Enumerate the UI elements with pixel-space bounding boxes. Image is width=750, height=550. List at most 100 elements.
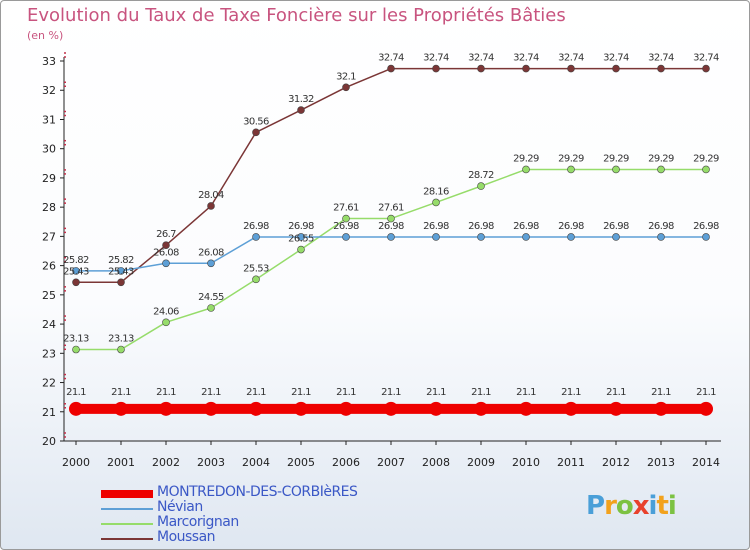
- data-label-0: 21.1: [111, 387, 131, 398]
- series-point-2: [342, 214, 350, 223]
- series-point-0: [339, 401, 353, 416]
- series-point-1: [252, 233, 260, 241]
- y-tick-label: 21: [42, 406, 56, 419]
- data-label-1: 26.98: [333, 221, 359, 232]
- data-label-0: 21.1: [156, 387, 176, 398]
- data-label-1: 26.98: [603, 221, 629, 232]
- data-label-0: 21.1: [426, 387, 446, 398]
- data-label-2: 28.16: [423, 186, 449, 197]
- series-point-2: [432, 198, 440, 207]
- data-label-3: 32.74: [648, 53, 674, 64]
- data-label-3: 32.74: [513, 53, 539, 64]
- data-label-3: 25.43: [63, 266, 89, 277]
- series-point-0: [69, 401, 83, 416]
- series-point-0: [384, 401, 398, 416]
- data-label-3: 25.43: [108, 266, 134, 277]
- series-point-2: [612, 165, 620, 174]
- series-point-0: [474, 401, 488, 416]
- data-label-3: 32.74: [693, 53, 719, 64]
- series-point-2: [567, 165, 575, 174]
- data-label-2: 24.06: [153, 306, 179, 317]
- x-tick-label: 2007: [377, 456, 405, 469]
- series-point-2: [702, 165, 710, 174]
- data-label-2: 24.55: [198, 292, 224, 303]
- y-tick-label: 23: [42, 347, 56, 360]
- logo-letter: o: [615, 491, 634, 521]
- series-point-0: [294, 401, 308, 416]
- data-label-2: 26.55: [288, 234, 314, 245]
- series-point-3: [342, 83, 350, 92]
- series-point-1: [612, 233, 620, 241]
- data-label-0: 21.1: [291, 387, 311, 398]
- x-tick-label: 2002: [152, 456, 180, 469]
- data-label-1: 26.98: [378, 221, 404, 232]
- data-label-3: 32.74: [468, 53, 494, 64]
- y-tick-label: 22: [42, 377, 56, 390]
- y-tick-label: 25: [42, 289, 56, 302]
- logo-letter: x: [632, 491, 650, 521]
- series-point-3: [567, 64, 575, 73]
- series-point-0: [249, 401, 263, 416]
- x-tick-label: 2003: [197, 456, 225, 469]
- series-point-3: [657, 64, 665, 73]
- y-tick-label: 29: [42, 172, 56, 185]
- data-label-0: 21.1: [381, 387, 401, 398]
- legend-label: Marcorignan: [157, 514, 239, 530]
- series-point-2: [477, 182, 485, 190]
- legend-label: Moussan: [157, 529, 216, 545]
- series-point-2: [387, 214, 395, 223]
- series-point-1: [387, 233, 395, 241]
- logo-letter: r: [604, 491, 617, 521]
- data-label-1: 26.98: [513, 221, 539, 232]
- series-point-0: [609, 401, 623, 416]
- legend-swatch: [101, 538, 153, 540]
- x-tick-label: 2001: [107, 456, 135, 469]
- series-point-1: [522, 233, 530, 241]
- series-point-0: [114, 401, 128, 416]
- data-label-3: 26.7: [156, 229, 176, 240]
- series-point-2: [657, 165, 665, 174]
- series-point-1: [207, 259, 215, 268]
- series-point-3: [432, 64, 440, 73]
- data-label-3: 30.56: [243, 116, 269, 127]
- data-label-2: 25.53: [243, 263, 269, 274]
- x-tick-label: 2005: [287, 456, 315, 469]
- data-label-0: 21.1: [336, 387, 356, 398]
- legend-swatch: [101, 523, 153, 525]
- data-label-0: 21.1: [201, 387, 221, 398]
- data-label-3: 32.74: [423, 53, 449, 64]
- series-line-2: [76, 168, 706, 351]
- legend-swatch: [101, 490, 153, 498]
- data-label-2: 29.29: [693, 153, 719, 164]
- legend-swatch: [101, 508, 153, 510]
- logo-letter: t: [656, 491, 668, 521]
- y-tick-label: 31: [42, 113, 56, 126]
- data-label-0: 21.1: [696, 387, 716, 398]
- series-point-1: [567, 233, 575, 241]
- series-point-1: [657, 233, 665, 241]
- data-label-1: 26.98: [558, 221, 584, 232]
- series-point-2: [207, 304, 215, 312]
- series-point-3: [387, 64, 395, 73]
- series-point-0: [654, 401, 668, 416]
- series-point-3: [297, 106, 305, 114]
- x-tick-label: 2006: [332, 456, 360, 469]
- data-label-3: 32.74: [558, 53, 584, 64]
- y-tick-label: 26: [42, 260, 56, 273]
- legend-label: MONTREDON-DES-CORBIèRES: [157, 484, 358, 500]
- data-label-2: 28.72: [468, 170, 494, 181]
- series-point-1: [432, 233, 440, 241]
- series-point-2: [162, 318, 170, 327]
- x-tick-label: 2011: [557, 456, 585, 469]
- series-point-3: [522, 64, 530, 73]
- data-label-1: 26.08: [153, 247, 179, 258]
- y-tick-label: 30: [42, 143, 56, 156]
- data-label-1: 26.98: [288, 221, 314, 232]
- series-point-2: [252, 275, 260, 284]
- data-label-3: 32.74: [603, 53, 629, 64]
- series-point-2: [72, 345, 80, 354]
- series-point-1: [342, 233, 350, 241]
- data-label-1: 26.98: [423, 221, 449, 232]
- data-label-3: 32.1: [336, 71, 356, 82]
